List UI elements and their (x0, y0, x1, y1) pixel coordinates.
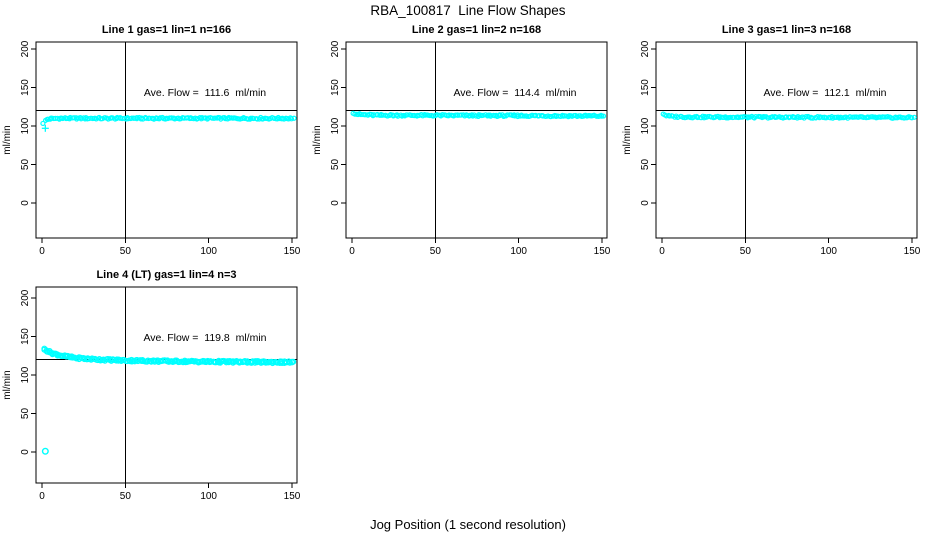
svg-text:0: 0 (39, 246, 45, 257)
panel-4-ave-flow-annotation: Ave. Flow = 119.8 ml/min (143, 332, 267, 344)
panel-2-title: Line 2 gas=1 lin=2 n=168 (411, 24, 542, 36)
svg-text:50: 50 (430, 246, 442, 257)
svg-text:100: 100 (20, 117, 31, 134)
panel-4-y-axis-label: ml/min (2, 370, 13, 400)
panel-1-y-axis-label: ml/min (2, 125, 13, 155)
svg-text:50: 50 (740, 246, 752, 257)
svg-text:50: 50 (20, 159, 31, 171)
svg-text:50: 50 (330, 159, 341, 171)
svg-text:0: 0 (20, 200, 31, 206)
svg-text:0: 0 (39, 491, 45, 502)
panel-3-title: Line 3 gas=1 lin=3 n=168 (721, 24, 852, 36)
figure-title: RBA_100817 Line Flow Shapes (370, 3, 566, 18)
svg-text:150: 150 (20, 328, 31, 345)
svg-text:100: 100 (510, 246, 527, 257)
svg-text:200: 200 (640, 40, 651, 57)
svg-text:50: 50 (120, 491, 132, 502)
svg-text:50: 50 (640, 159, 651, 171)
svg-text:200: 200 (20, 289, 31, 306)
svg-text:150: 150 (594, 246, 611, 257)
panel-4-title: Line 4 (LT) gas=1 lin=4 n=3 (96, 269, 237, 281)
panel-1-title: Line 1 gas=1 lin=1 n=166 (101, 24, 232, 36)
panel-2-y-axis-label: ml/min (312, 125, 323, 155)
svg-text:50: 50 (120, 246, 132, 257)
panel-3-y-axis-label: ml/min (622, 125, 633, 155)
panel-2-ave-flow-annotation: Ave. Flow = 114.4 ml/min (453, 87, 577, 99)
panel-1-ave-flow-annotation: Ave. Flow = 111.6 ml/min (143, 87, 267, 99)
svg-text:100: 100 (20, 366, 31, 383)
svg-text:150: 150 (640, 79, 651, 96)
svg-text:100: 100 (640, 117, 651, 134)
svg-text:0: 0 (330, 200, 341, 206)
svg-text:50: 50 (20, 408, 31, 420)
svg-text:0: 0 (349, 246, 355, 257)
svg-text:0: 0 (640, 200, 651, 206)
svg-text:150: 150 (284, 491, 301, 502)
svg-text:200: 200 (20, 40, 31, 57)
panel-3-ave-flow-annotation: Ave. Flow = 112.1 ml/min (763, 87, 887, 99)
svg-text:0: 0 (659, 246, 665, 257)
svg-text:150: 150 (330, 79, 341, 96)
svg-text:0: 0 (20, 449, 31, 455)
svg-text:150: 150 (904, 246, 921, 257)
svg-text:100: 100 (820, 246, 837, 257)
x-axis-label: Jog Position (1 second resolution) (370, 517, 566, 532)
svg-text:100: 100 (200, 491, 217, 502)
svg-text:100: 100 (200, 246, 217, 257)
svg-text:100: 100 (330, 117, 341, 134)
svg-text:150: 150 (20, 79, 31, 96)
svg-text:150: 150 (284, 246, 301, 257)
svg-text:200: 200 (330, 40, 341, 57)
